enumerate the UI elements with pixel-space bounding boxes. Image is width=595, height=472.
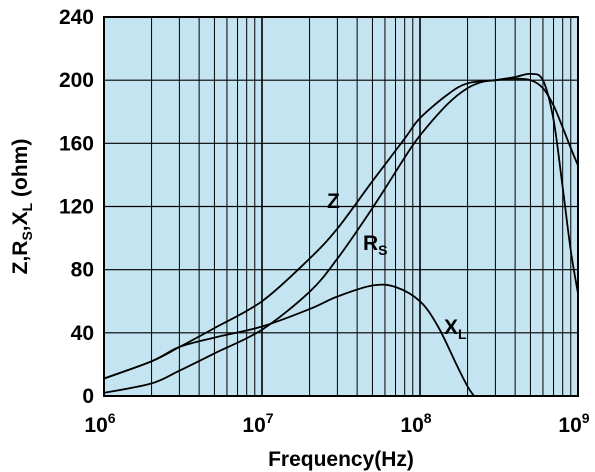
y-axis-title-unit: (ohm) — [9, 139, 32, 203]
curves — [103, 72, 579, 397]
x-tick-labels: 106 107 108 109 — [84, 410, 589, 437]
x-tick-base: 10 — [242, 414, 265, 437]
y-axis-title: Z,RS,XL (ohm) — [9, 139, 35, 275]
curve-label-sub: L — [458, 326, 467, 342]
curve-label-main: Z — [327, 190, 340, 213]
xl-curve — [103, 283, 475, 397]
x-tick-base: 10 — [84, 414, 107, 437]
y-axis-title-part: Z,R — [9, 241, 32, 275]
z-curve — [103, 77, 579, 380]
y-tick-label: 160 — [59, 132, 94, 155]
curve-label-sub: S — [378, 242, 387, 258]
x-tick-base: 10 — [558, 414, 581, 437]
y-axis-title-part: ,X — [9, 211, 32, 231]
rs-curve-label: RS — [363, 232, 388, 258]
x-tick-exponent: 9 — [582, 410, 590, 426]
y-tick-label: 200 — [59, 69, 94, 92]
x-tick-exponent: 6 — [108, 410, 116, 426]
xl-curve-label: XL — [444, 316, 467, 342]
y-tick-label: 120 — [59, 196, 94, 219]
x-tick-exponent: 7 — [266, 410, 274, 426]
x-tick-base: 10 — [400, 414, 423, 437]
rs-curve — [103, 72, 579, 394]
curve-label-main: R — [363, 232, 378, 255]
y-axis-title-sub-l: L — [19, 202, 35, 211]
plot-frame — [103, 16, 579, 397]
y-tick-labels: 0 40 80 120 160 200 240 — [59, 6, 94, 408]
y-tick-label: 80 — [71, 259, 94, 282]
x-tick-label: 108 — [400, 410, 431, 437]
y-axis-title-sub-s: S — [19, 231, 35, 240]
x-axis-title: Frequency(Hz) — [268, 448, 414, 471]
x-tick-label: 106 — [84, 410, 115, 437]
x-tick-exponent: 8 — [424, 410, 432, 426]
y-tick-label: 40 — [71, 322, 94, 345]
x-tick-label: 109 — [558, 410, 589, 437]
y-tick-label: 240 — [59, 6, 94, 29]
curve-label-main: X — [444, 316, 458, 339]
y-tick-label: 0 — [82, 385, 94, 408]
x-tick-label: 107 — [242, 410, 273, 437]
z-curve-label: Z — [327, 190, 340, 213]
